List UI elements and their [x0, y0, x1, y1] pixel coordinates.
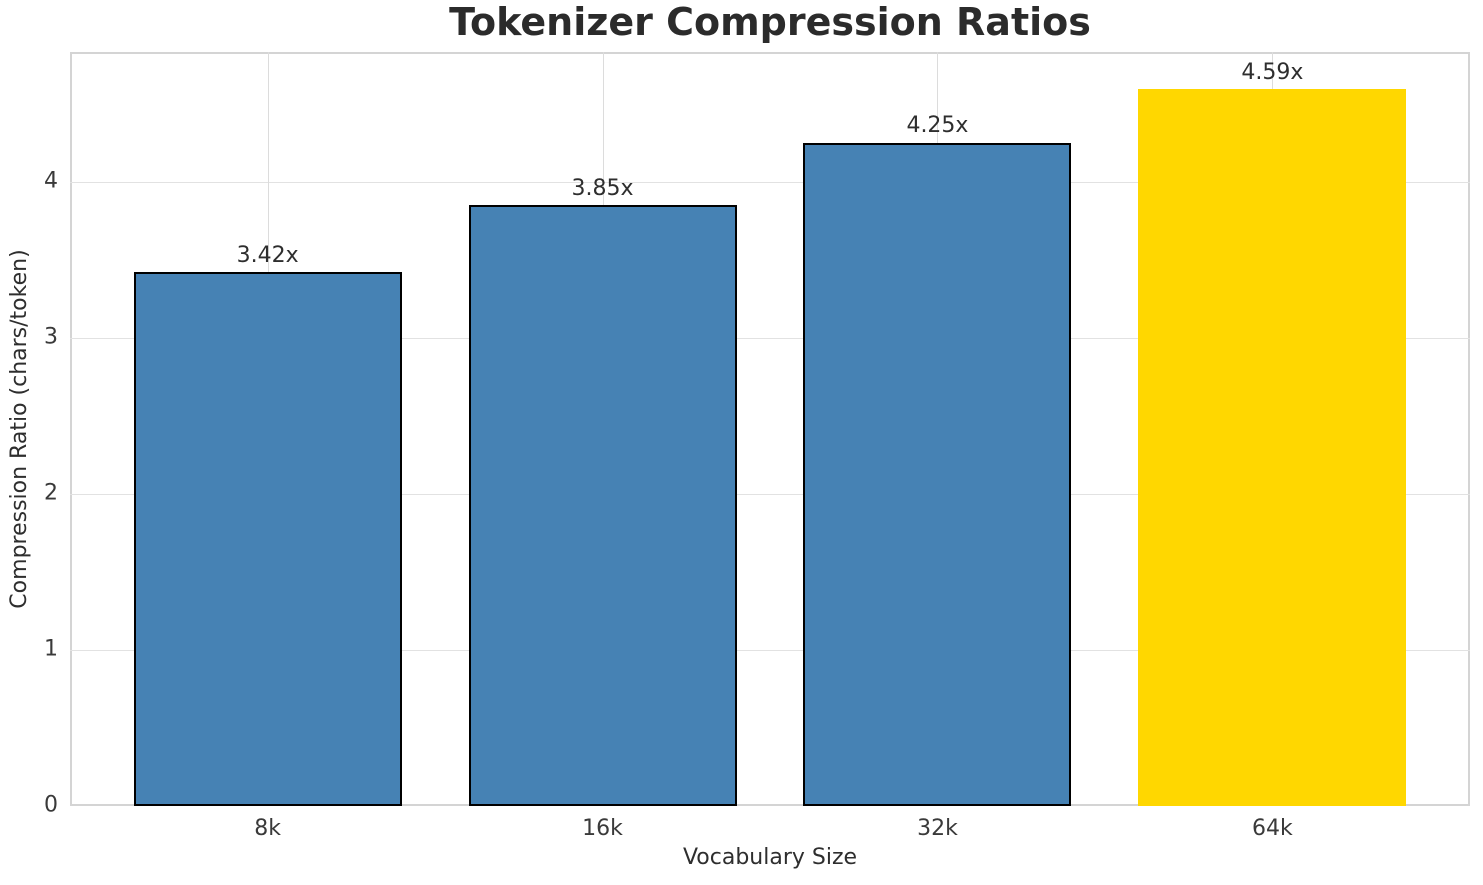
- gridline-horizontal: [70, 649, 1470, 651]
- bar-16k: [468, 205, 737, 806]
- gridline-horizontal: [70, 337, 1470, 339]
- y-tick-label: 1: [44, 636, 58, 662]
- bar-value-label: 4.59x: [1241, 60, 1304, 86]
- x-tick-label: 32k: [917, 816, 958, 841]
- gridline-horizontal: [70, 181, 1470, 183]
- y-tick-label: 0: [44, 792, 58, 818]
- x-tick-label: 8k: [254, 816, 281, 841]
- bar-value-label: 3.42x: [236, 242, 299, 268]
- chart-title: Tokenizer Compression Ratios: [449, 0, 1091, 44]
- y-axis-label: Compression Ratio (chars/token): [7, 249, 32, 609]
- y-tick-label: 4: [44, 167, 58, 193]
- y-tick-label: 3: [44, 323, 58, 349]
- x-axis-label: Vocabulary Size: [682, 845, 858, 870]
- bar-value-label: 3.85x: [571, 175, 634, 201]
- y-tick-label: 2: [44, 480, 58, 506]
- gridline-horizontal: [70, 493, 1470, 495]
- bar-value-label: 4.25x: [906, 113, 969, 139]
- x-tick-label: 16k: [582, 816, 623, 841]
- bar-64k: [1138, 89, 1407, 806]
- plot-area: 3.42x 3.85x 4.25x 4.59x: [70, 52, 1470, 806]
- bar-8k: [133, 272, 402, 806]
- bar-32k: [803, 142, 1072, 806]
- x-tick-label: 64k: [1252, 816, 1293, 841]
